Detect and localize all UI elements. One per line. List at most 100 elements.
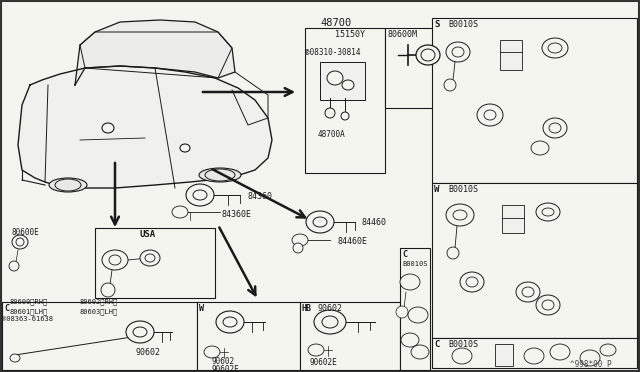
Bar [305, 28, 385, 173]
Ellipse shape [396, 306, 408, 318]
Text: C: C [402, 250, 407, 259]
Text: B0010S: B0010S [448, 20, 478, 29]
Ellipse shape [55, 179, 81, 191]
Polygon shape [18, 66, 272, 188]
Ellipse shape [292, 234, 308, 246]
Ellipse shape [193, 190, 207, 200]
Text: B0010S: B0010S [448, 185, 478, 194]
Bar [495, 344, 513, 366]
Ellipse shape [542, 38, 568, 58]
Ellipse shape [186, 184, 214, 206]
Ellipse shape [9, 261, 19, 271]
Ellipse shape [341, 112, 349, 120]
Bar [400, 248, 430, 370]
Text: 80601〈LH〉: 80601〈LH〉 [10, 308, 48, 315]
Ellipse shape [400, 274, 420, 290]
Ellipse shape [549, 123, 561, 133]
Text: 90602E: 90602E [310, 358, 338, 367]
Ellipse shape [411, 345, 429, 359]
Text: 90602: 90602 [318, 304, 343, 313]
Ellipse shape [102, 123, 114, 133]
Bar [432, 18, 637, 183]
Ellipse shape [452, 348, 472, 364]
Ellipse shape [12, 235, 28, 249]
Text: 80600〈RH〉: 80600〈RH〉 [10, 298, 48, 305]
Ellipse shape [308, 344, 324, 356]
Ellipse shape [484, 110, 496, 120]
Ellipse shape [453, 210, 467, 220]
Ellipse shape [444, 79, 456, 91]
Text: 15150Y: 15150Y [335, 30, 365, 39]
Ellipse shape [180, 144, 190, 152]
Bar [432, 338, 637, 368]
Ellipse shape [600, 344, 616, 356]
Ellipse shape [126, 321, 154, 343]
Text: 48700A: 48700A [318, 130, 346, 139]
Ellipse shape [446, 42, 470, 62]
Ellipse shape [101, 283, 115, 297]
Ellipse shape [325, 108, 335, 118]
Bar [432, 183, 637, 338]
Ellipse shape [543, 118, 567, 138]
Text: C: C [4, 304, 9, 313]
Bar [2, 302, 197, 370]
Bar [385, 28, 475, 108]
Ellipse shape [204, 346, 220, 358]
Text: B0010S: B0010S [448, 340, 478, 349]
Text: W: W [434, 185, 440, 194]
Text: 84360: 84360 [248, 192, 273, 201]
Ellipse shape [446, 204, 474, 226]
Text: 80600M: 80600M [388, 30, 418, 39]
Ellipse shape [49, 178, 87, 192]
Text: 80600E: 80600E [12, 228, 40, 237]
Ellipse shape [536, 295, 560, 315]
Ellipse shape [306, 211, 334, 233]
Ellipse shape [516, 282, 540, 302]
Ellipse shape [10, 354, 20, 362]
Ellipse shape [342, 80, 354, 90]
Ellipse shape [421, 49, 435, 61]
Text: S: S [434, 20, 440, 29]
Text: USA: USA [140, 230, 156, 239]
Text: ®08363-61638: ®08363-61638 [2, 316, 53, 322]
Ellipse shape [16, 238, 24, 246]
Text: 80602〈RH〉: 80602〈RH〉 [80, 298, 118, 305]
Ellipse shape [416, 45, 440, 65]
Ellipse shape [466, 277, 478, 287]
Text: 48700: 48700 [320, 18, 351, 28]
Text: HB: HB [302, 304, 312, 313]
Bar [197, 302, 300, 370]
Bar [320, 62, 365, 100]
Text: 90602: 90602 [212, 357, 235, 366]
Ellipse shape [223, 317, 237, 327]
Ellipse shape [322, 316, 338, 328]
Ellipse shape [102, 250, 128, 270]
Ellipse shape [536, 203, 560, 221]
Ellipse shape [548, 43, 562, 53]
Bar [500, 40, 522, 70]
Text: 90602: 90602 [135, 348, 160, 357]
Bar [502, 205, 524, 233]
Ellipse shape [408, 307, 428, 323]
Ellipse shape [522, 287, 534, 297]
Text: 80603〈LH〉: 80603〈LH〉 [80, 308, 118, 315]
Text: ^998*00 P: ^998*00 P [570, 360, 612, 369]
Text: C: C [434, 340, 440, 349]
Ellipse shape [145, 254, 155, 262]
Text: B0010S: B0010S [402, 261, 428, 267]
Ellipse shape [172, 206, 188, 218]
Bar [300, 302, 400, 370]
Ellipse shape [477, 104, 503, 126]
Text: 90602E: 90602E [212, 365, 240, 372]
Ellipse shape [550, 344, 570, 360]
Ellipse shape [133, 327, 147, 337]
Text: ®08310-30814: ®08310-30814 [305, 48, 360, 57]
Ellipse shape [531, 141, 549, 155]
Ellipse shape [542, 300, 554, 310]
Ellipse shape [452, 47, 464, 57]
Polygon shape [75, 20, 235, 85]
Ellipse shape [327, 71, 343, 85]
Text: W: W [199, 304, 204, 313]
Ellipse shape [542, 208, 554, 216]
Ellipse shape [109, 255, 121, 265]
